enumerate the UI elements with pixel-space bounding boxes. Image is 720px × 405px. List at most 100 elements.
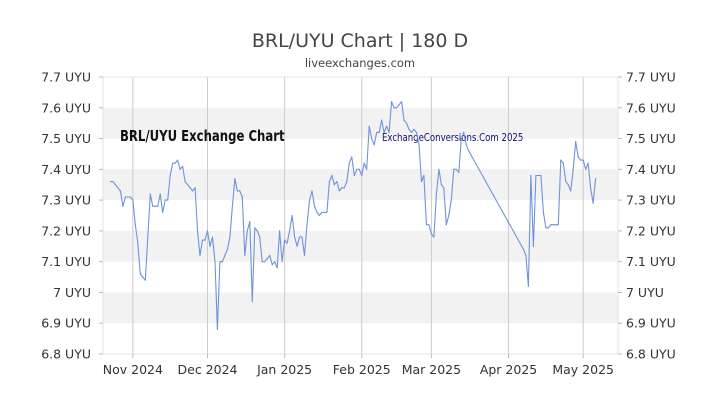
data-point xyxy=(358,168,360,170)
data-point xyxy=(149,193,151,195)
data-point xyxy=(537,174,540,177)
data-point xyxy=(592,202,594,204)
y-tick-label-left: 6.9 UYU xyxy=(41,316,91,331)
data-point xyxy=(445,224,447,226)
data-point xyxy=(403,119,405,121)
data-point xyxy=(570,190,572,192)
data-point xyxy=(408,128,410,130)
data-point xyxy=(162,211,164,213)
data-point xyxy=(234,178,236,180)
data-point xyxy=(343,187,345,189)
x-tick-label: Apr 2025 xyxy=(480,362,537,377)
data-point xyxy=(316,211,318,213)
y-tick-label-left: 7.6 UYU xyxy=(41,100,91,115)
data-point xyxy=(254,227,256,229)
data-point xyxy=(206,230,209,232)
data-point xyxy=(209,245,211,247)
data-point xyxy=(396,107,398,109)
data-point xyxy=(219,261,221,263)
data-point xyxy=(184,181,186,183)
data-point xyxy=(575,141,577,143)
data-point xyxy=(430,233,432,235)
data-point xyxy=(418,144,420,146)
data-point xyxy=(580,159,582,161)
y-tick-label-left: 7.1 UYU xyxy=(41,254,91,269)
data-point xyxy=(311,190,313,192)
y-tick-label-right: 7.2 UYU xyxy=(626,223,676,238)
plot-bands xyxy=(103,107,618,324)
series-group xyxy=(109,101,597,330)
data-point xyxy=(189,187,191,189)
data-point xyxy=(269,254,271,257)
x-tick-label: Mar 2025 xyxy=(402,362,461,377)
data-point xyxy=(109,181,112,183)
y-tick-label-right: 7.7 UYU xyxy=(626,70,676,85)
data-point xyxy=(196,230,199,232)
data-point xyxy=(572,168,574,170)
data-point xyxy=(303,254,306,257)
data-point xyxy=(154,205,156,207)
data-point xyxy=(353,174,355,177)
data-point xyxy=(540,174,542,177)
data-point xyxy=(271,264,273,266)
y-tick-label-right: 7.4 UYU xyxy=(626,162,676,177)
data-point xyxy=(129,196,131,198)
y-tick-label-left: 7.7 UYU xyxy=(41,70,91,85)
data-point xyxy=(336,181,338,183)
data-point xyxy=(204,239,206,241)
data-point xyxy=(291,214,293,217)
data-point xyxy=(321,211,323,213)
data-point xyxy=(550,224,552,226)
grid-band xyxy=(103,107,618,139)
data-point xyxy=(281,261,283,263)
data-point xyxy=(545,227,547,229)
y-tick-label-left: 6.8 UYU xyxy=(41,347,91,362)
data-point xyxy=(216,328,218,330)
data-point xyxy=(368,125,370,127)
data-point xyxy=(440,184,442,186)
data-point xyxy=(244,254,246,257)
data-point xyxy=(405,122,408,124)
data-point xyxy=(134,224,136,226)
data-point xyxy=(159,193,161,195)
data-point xyxy=(326,211,328,213)
data-point xyxy=(142,276,144,278)
data-point xyxy=(577,156,579,158)
data-point xyxy=(443,187,445,189)
data-point xyxy=(363,162,365,164)
data-point xyxy=(463,131,465,133)
x-tick-label: Dec 2024 xyxy=(178,362,238,377)
data-point xyxy=(453,168,455,170)
data-point xyxy=(438,168,440,170)
data-point xyxy=(351,156,353,158)
data-point xyxy=(423,174,425,177)
data-point xyxy=(388,131,390,133)
data-point xyxy=(348,162,350,164)
data-point xyxy=(410,131,413,133)
data-point xyxy=(266,258,268,260)
data-point xyxy=(458,171,460,173)
y-tick-label-left: 7.2 UYU xyxy=(41,223,91,238)
data-point xyxy=(547,227,549,229)
data-point xyxy=(179,168,181,170)
data-point xyxy=(127,196,129,198)
data-point xyxy=(137,242,139,244)
data-point xyxy=(261,261,263,263)
data-point xyxy=(147,236,149,238)
data-point xyxy=(112,181,114,183)
data-point xyxy=(587,162,589,164)
data-point xyxy=(169,174,171,177)
y-tick-label-right: 6.8 UYU xyxy=(626,347,676,362)
plot-frame xyxy=(102,76,619,355)
data-point xyxy=(306,224,308,226)
data-point xyxy=(393,107,395,109)
data-point xyxy=(139,273,141,275)
data-point xyxy=(249,221,251,223)
x-tick-label: Jan 2025 xyxy=(256,362,312,377)
data-point xyxy=(386,125,388,127)
y-tick-label-right: 6.9 UYU xyxy=(626,316,676,331)
data-point xyxy=(532,245,535,247)
data-point xyxy=(187,184,189,186)
data-point xyxy=(199,254,201,257)
data-point xyxy=(376,131,378,133)
